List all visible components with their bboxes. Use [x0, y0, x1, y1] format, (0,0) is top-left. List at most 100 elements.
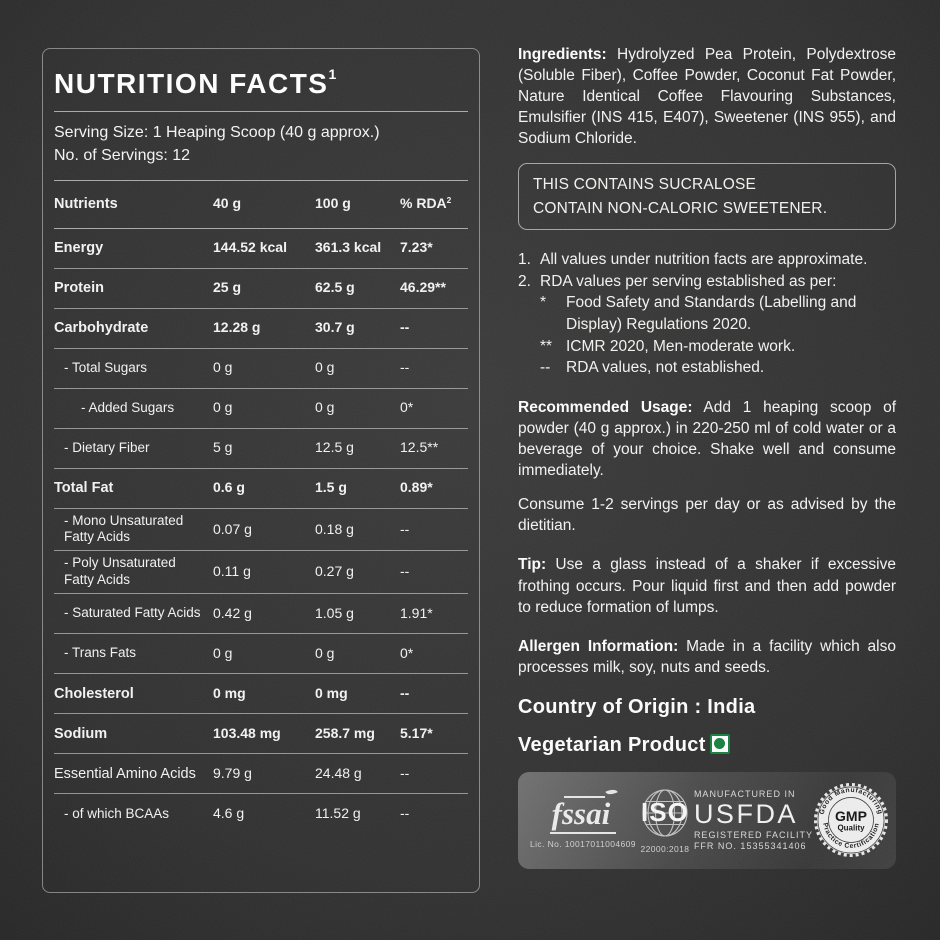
- notice-line-1: THIS CONTAINS SUCRALOSE: [533, 176, 757, 194]
- fssai-license: Lic. No. 10017011004609: [530, 838, 636, 849]
- nutrition-table-body: Energy 144.52 kcal 361.3 kcal 7.23* Prot…: [54, 229, 468, 835]
- vegetarian-product: Vegetarian Product: [518, 733, 896, 757]
- row-label: - Saturated Fatty Acids: [64, 605, 201, 621]
- allergen-label: Allergen Information:: [518, 637, 679, 655]
- ingredients: Ingredients: Hydrolyzed Pea Protein, Pol…: [518, 44, 896, 149]
- table-header-row: Nutrients 40 g 100 g % RDA2: [54, 181, 468, 229]
- country-of-origin: Country of Origin : India: [518, 695, 756, 718]
- header-40g: 40 g: [213, 195, 242, 212]
- footnote-sub-1: * Food Safety and Standards (Labelling a…: [518, 292, 896, 335]
- footnote-1: 1. All values under nutrition facts are …: [518, 249, 896, 271]
- row-label: - of which BCAAs: [64, 805, 170, 821]
- table-row: - Poly Unsaturated Fatty Acids 0.11 g 0.…: [54, 551, 468, 595]
- footnote-2: 2. RDA values per serving established as…: [518, 271, 896, 293]
- usfda-wordmark: USFDA: [693, 799, 798, 830]
- row-value-100g: 361.3 kcal: [315, 239, 382, 256]
- table-row: - Dietary Fiber 5 g 12.5 g 12.5**: [54, 429, 468, 469]
- footnote-text: All values under nutrition facts are app…: [540, 250, 868, 268]
- row-value-100g: 258.7 mg: [315, 724, 375, 741]
- row-value-100g: 0 mg: [315, 684, 348, 701]
- row-value-40g: 0.6 g: [213, 479, 245, 496]
- row-value-40g: 25 g: [213, 279, 242, 296]
- footnote-text: RDA values, not established.: [566, 359, 765, 377]
- row-value-rda: --: [400, 805, 410, 822]
- fssai-logo: fssai Lic. No. 10017011004609: [530, 792, 636, 849]
- table-row: Protein 25 g 62.5 g 46.29**: [54, 269, 468, 309]
- row-value-40g: 4.6 g: [213, 805, 245, 822]
- row-value-40g: 0.11 g: [213, 563, 251, 580]
- vegetarian-label: Vegetarian Product: [518, 733, 706, 756]
- table-row: - of which BCAAs 4.6 g 11.52 g --: [54, 794, 468, 834]
- iso-wordmark: ISO: [641, 796, 689, 827]
- footnote-text: Food Safety and Standards (Labelling and…: [566, 294, 857, 333]
- nutrition-facts-title: NUTRITION FACTS1: [54, 66, 468, 99]
- row-value-100g: 1.5 g: [315, 479, 347, 496]
- table-row: - Added Sugars 0 g 0 g 0*: [54, 389, 468, 429]
- iso-standard: 22000:2018: [640, 843, 690, 854]
- row-label: Carbohydrate: [54, 320, 149, 337]
- row-value-100g: 62.5 g: [315, 279, 355, 296]
- footnote-marker: **: [540, 337, 553, 355]
- veg-mark-icon: [709, 733, 730, 754]
- nutrition-facts-panel: NUTRITION FACTS1 Serving Size: 1 Heaping…: [42, 48, 480, 893]
- row-value-rda: 1.91*: [400, 604, 433, 621]
- allergen-info: Allergen Information: Made in a facility…: [518, 636, 896, 678]
- usfda-ffr-number: FFR NO. 15355341406: [693, 841, 807, 852]
- footnote-marker: *: [540, 294, 547, 312]
- recommended-usage-label: Recommended Usage:: [518, 399, 693, 417]
- row-label: - Poly Unsaturated Fatty Acids: [64, 555, 176, 588]
- table-row: - Mono Unsaturated Fatty Acids 0.07 g 0.…: [54, 509, 468, 552]
- row-value-40g: 0 g: [213, 644, 233, 661]
- recommended-usage: Recommended Usage: Add 1 heaping scoop o…: [518, 397, 896, 481]
- row-value-40g: 144.52 kcal: [213, 239, 287, 256]
- header-rda: % RDA2: [400, 195, 470, 213]
- footnote-marker: 1.: [518, 250, 531, 268]
- footnotes: 1. All values under nutrition facts are …: [518, 249, 896, 379]
- table-row: - Saturated Fatty Acids 0.42 g 1.05 g 1.…: [54, 594, 468, 635]
- row-label: Protein: [54, 280, 104, 297]
- nutrition-table: Nutrients 40 g 100 g % RDA2 Energy 144.5…: [54, 181, 468, 835]
- row-value-100g: 11.52 g: [315, 805, 361, 822]
- fssai-wordmark: fssai: [549, 792, 617, 834]
- row-label: Energy: [54, 240, 104, 257]
- serving-info: Serving Size: 1 Heaping Scoop (40 g appr…: [54, 122, 468, 166]
- footnote-marker: --: [540, 359, 551, 377]
- row-value-40g: 0 g: [213, 399, 233, 416]
- row-value-40g: 103.48 mg: [213, 724, 281, 741]
- table-row: Essential Amino Acids 9.79 g 24.48 g --: [54, 754, 468, 795]
- row-value-rda: --: [400, 764, 410, 781]
- title-superscript: 1: [328, 66, 338, 82]
- table-row: Carbohydrate 12.28 g 30.7 g --: [54, 309, 468, 349]
- footnote-sub-2: ** ICMR 2020, Men-moderate work.: [518, 336, 896, 358]
- notice-line-2: CONTAIN NON-CALORIC SWEETENER.: [533, 199, 828, 217]
- header-100g: 100 g: [315, 195, 351, 212]
- tip: Tip: Use a glass instead of a shaker if …: [518, 554, 896, 617]
- gmp-center-text: GMP: [835, 808, 867, 824]
- serving-size: Serving Size: 1 Heaping Scoop (40 g appr…: [54, 124, 380, 142]
- row-value-100g: 0.27 g: [315, 563, 354, 580]
- table-row: Total Fat 0.6 g 1.5 g 0.89*: [54, 469, 468, 509]
- row-value-40g: 0.07 g: [213, 520, 252, 537]
- footnote-sub-3: -- RDA values, not established.: [518, 357, 896, 379]
- row-value-100g: 0 g: [315, 644, 335, 661]
- row-label: - Added Sugars: [81, 399, 175, 415]
- row-value-100g: 1.05 g: [315, 604, 354, 621]
- table-row: Energy 144.52 kcal 361.3 kcal 7.23*: [54, 229, 468, 269]
- row-value-rda: 0*: [400, 644, 414, 661]
- row-value-rda: --: [400, 684, 410, 701]
- usfda-logo: MANUFACTURED IN USFDA REGISTERED FACILIT…: [694, 789, 813, 851]
- row-value-rda: --: [400, 563, 410, 580]
- footnote-text: ICMR 2020, Men-moderate work.: [566, 337, 796, 355]
- row-label: Essential Amino Acids: [54, 765, 196, 782]
- row-value-40g: 0 g: [213, 359, 233, 376]
- table-row: Sodium 103.48 mg 258.7 mg 5.17*: [54, 714, 468, 755]
- table-row: - Total Sugars 0 g 0 g --: [54, 349, 468, 389]
- title-text: NUTRITION FACTS: [54, 68, 329, 99]
- tip-label: Tip:: [518, 556, 547, 574]
- table-row: Cholesterol 0 mg 0 mg --: [54, 674, 468, 715]
- servings-count: No. of Servings: 12: [54, 146, 191, 164]
- header-rda-text: % RDA: [400, 195, 447, 212]
- row-value-40g: 0 mg: [213, 684, 246, 701]
- ingredients-label: Ingredients:: [518, 46, 607, 63]
- row-value-rda: --: [400, 359, 410, 376]
